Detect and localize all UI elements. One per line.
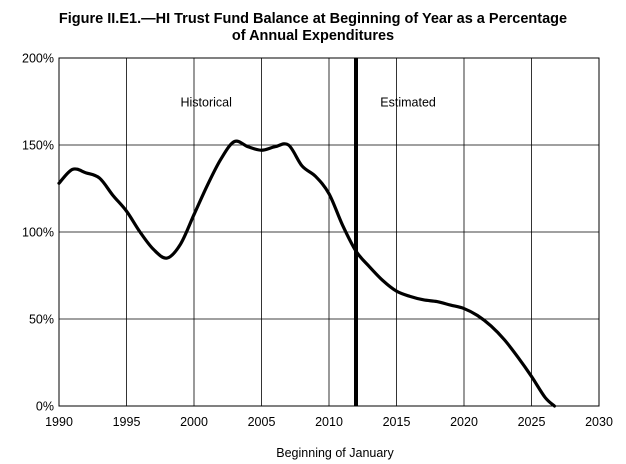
chart-annotations: Historical Estimated — [181, 96, 436, 110]
chart-title-line-2: of Annual Expenditures — [231, 28, 395, 44]
x-tick-label: 1995 — [113, 415, 141, 429]
y-tick-label: 100% — [22, 226, 54, 240]
trust-fund-ratio-line — [57, 139, 557, 408]
plot-area-frame — [58, 57, 600, 407]
y-axis-tick-labels: 0% 50% 100% 150% 200% — [22, 52, 54, 414]
x-tick-label: 2030 — [585, 415, 613, 429]
x-axis-tick-labels: 1990 1995 2000 2005 2010 2015 2020 2025 2030 — [45, 415, 613, 429]
chart-title-line-1: Figure II.E1.—HI Trust Fund Balance at B… — [58, 11, 568, 27]
y-tick-label: 150% — [22, 139, 54, 153]
x-tick-label: 2020 — [450, 415, 478, 429]
y-tick-label: 200% — [22, 52, 54, 66]
estimated-annotation: Estimated — [380, 96, 436, 110]
x-tick-label: 2010 — [315, 415, 343, 429]
x-tick-label: 1990 — [45, 415, 73, 429]
x-tick-label: 2025 — [518, 415, 546, 429]
x-tick-label: 2005 — [248, 415, 276, 429]
historical-annotation: Historical — [181, 96, 232, 110]
y-tick-label: 0% — [36, 400, 54, 414]
x-tick-label: 2015 — [383, 415, 411, 429]
x-tick-label: 2000 — [180, 415, 208, 429]
y-tick-label: 50% — [29, 313, 54, 327]
x-axis-label: Beginning of January — [276, 446, 394, 460]
chart-title: Figure II.E1.—HI Trust Fund Balance at B… — [0, 11, 626, 45]
